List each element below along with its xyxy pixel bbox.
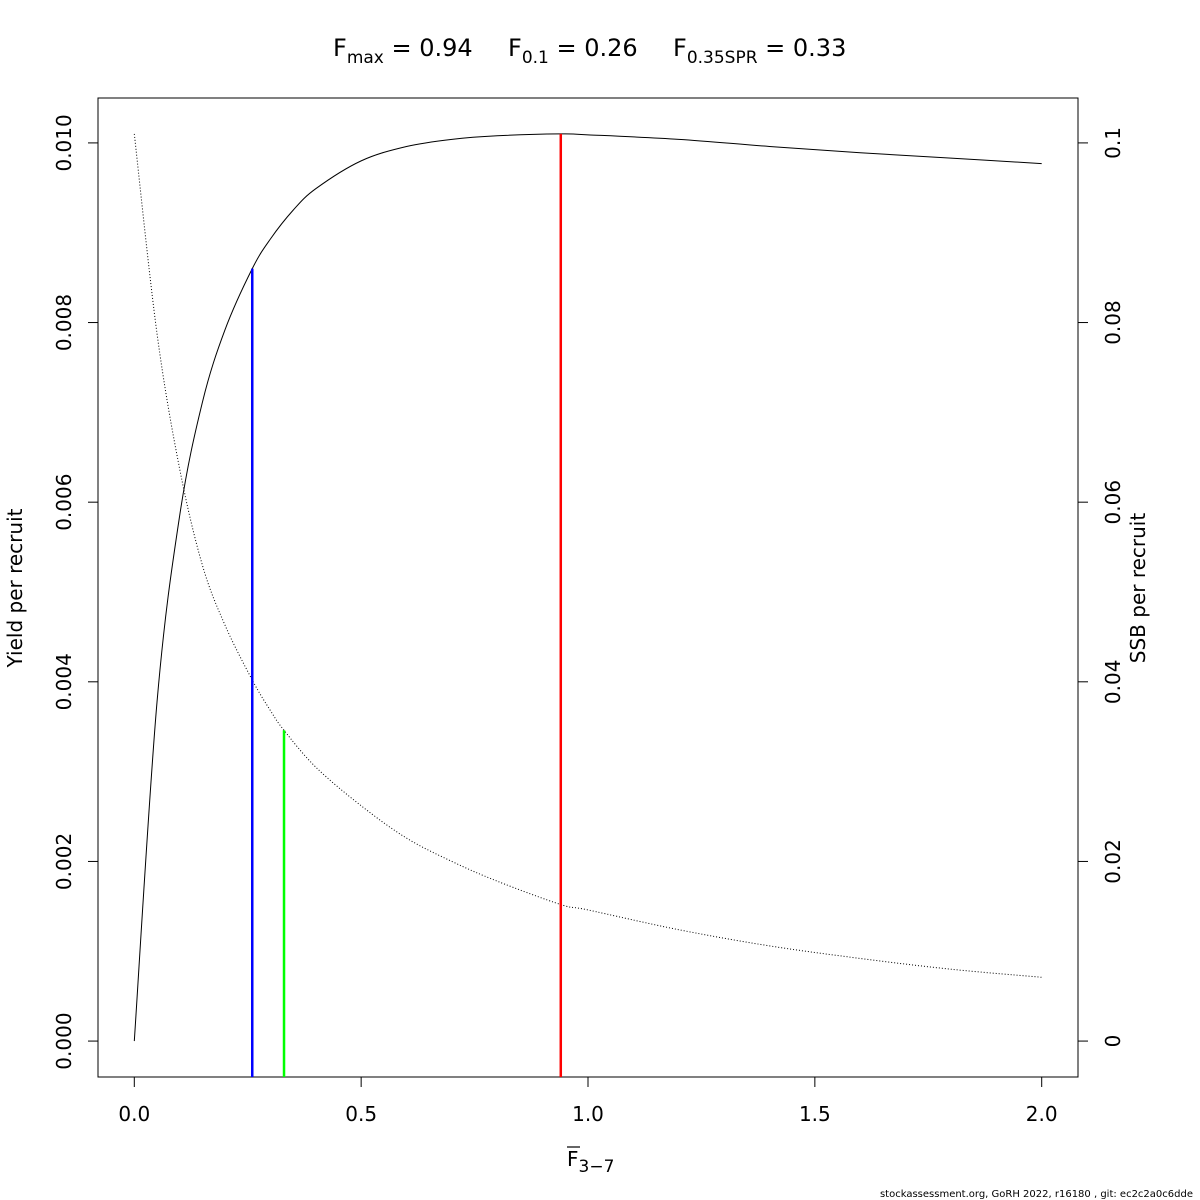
x-tick-label: 2.0	[1026, 1102, 1058, 1126]
y-tick-label: 0.000	[52, 1012, 76, 1069]
axes-ticks: 0.0 0.5 1.0 1.5 2.0 0.000 0.002 0.004 0.006 0.008…	[52, 114, 1125, 1126]
y-tick-label: 0.008	[52, 294, 76, 351]
x-tick-label: 0.0	[118, 1102, 150, 1126]
y2-tick-label: 0.02	[1101, 839, 1125, 884]
series	[133, 133, 1042, 1042]
svg-text:F3−7: F3−7	[567, 1147, 614, 1177]
yield-per-recruit-line	[133, 133, 1042, 1042]
chart-title-f01: F0.1 = 0.26	[508, 34, 638, 68]
y2-tick-label: 0.04	[1101, 660, 1125, 705]
y-tick-label: 0.010	[52, 114, 76, 171]
y-axis-label: Yield per recruit	[3, 508, 27, 668]
x-axis-label: F3−7	[567, 1146, 614, 1177]
y2-tick-label: 0.08	[1101, 300, 1125, 345]
footer-note: stockassessment.org, GoRH 2022, r16180 ,…	[880, 1189, 1193, 1200]
y2-tick-label: 0	[1101, 1035, 1125, 1048]
x-tick-label: 0.5	[345, 1102, 377, 1126]
y-tick-label: 0.004	[52, 653, 76, 710]
x-axis-label-sub: 3−7	[579, 1157, 615, 1177]
y-tick-label: 0.002	[52, 833, 76, 890]
x-tick-label: 1.0	[572, 1102, 604, 1126]
y2-axis-label: SSB per recruit	[1126, 513, 1150, 664]
x-tick-label: 1.5	[799, 1102, 831, 1126]
y-tick-label: 0.006	[52, 474, 76, 531]
ssb-per-recruit-line	[133, 133, 1042, 978]
y2-tick-label: 0.1	[1101, 127, 1125, 159]
reference-lines	[251, 133, 563, 1077]
x-axis-label-base: F	[567, 1147, 579, 1171]
chart-title-fmax: Fmax = 0.94	[333, 34, 473, 68]
plot-frame	[97, 97, 1079, 1078]
y2-tick-label: 0.06	[1101, 480, 1125, 525]
chart-title-fspr: F0.35SPR = 0.33	[673, 34, 846, 68]
